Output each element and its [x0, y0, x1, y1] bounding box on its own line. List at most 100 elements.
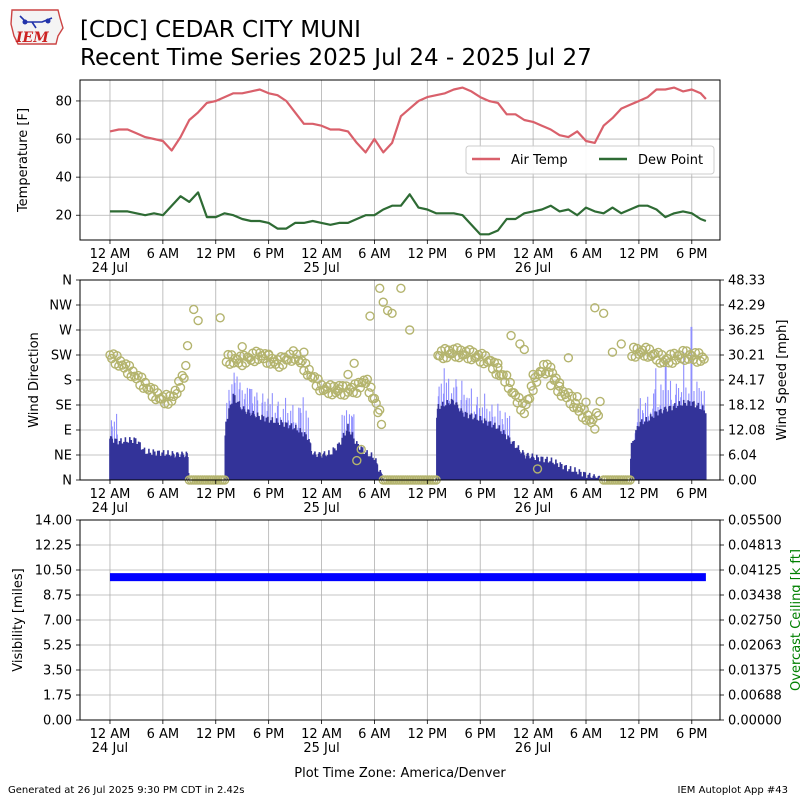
visibility-tick-label: 1.75 [43, 689, 72, 704]
x-tick-label: 26 Jul [515, 741, 551, 756]
x-tick-label: 6 AM [147, 247, 180, 262]
axes-frame [79, 279, 721, 481]
x-tick-label: 24 Jul [92, 261, 128, 276]
generated-footer: Generated at 26 Jul 2025 9:30 PM CDT in … [8, 785, 245, 796]
wind-dir-tick-label: SW [51, 349, 72, 364]
wind-dir-tick-label: SE [56, 399, 72, 414]
visibility-tick-label: 14.00 [35, 514, 72, 529]
wind-direction-point [515, 339, 525, 349]
wind-direction-point [378, 297, 388, 307]
wind-dir-tick-label: N [62, 474, 72, 489]
wind-speed-tick-label: 48.33 [728, 274, 765, 289]
wind-direction-point [532, 464, 543, 474]
wind-direction-point [352, 455, 362, 466]
wind-dir-tick-label: N [62, 274, 72, 289]
wind-direction-point [181, 360, 191, 371]
x-tick-label: 6 AM [358, 487, 391, 502]
wind-direction-point [387, 308, 397, 319]
wind-direction-point [142, 383, 152, 394]
wind-direction-point [678, 345, 688, 356]
x-tick-label: 12 AM [90, 247, 131, 262]
wind-direction-point [506, 330, 516, 341]
iem-logo [8, 6, 66, 52]
wind-direction-point [375, 405, 385, 415]
wind-direction-point [519, 408, 529, 419]
chart-subtitle: Recent Time Series 2025 Jul 24 - 2025 Ju… [80, 45, 592, 71]
ceiling-tick-label: 0.03438 [728, 589, 782, 604]
wind-speed-tick-label: 30.21 [728, 349, 765, 364]
x-tick-label: 12 AM [301, 247, 342, 262]
ceiling-tick-label: 0.00000 [728, 714, 782, 729]
ceiling-tick-label: 0.02750 [728, 614, 782, 629]
visibility-tick-label: 12.25 [35, 539, 72, 554]
wind-direction-point [528, 385, 538, 396]
visibility-tick-label: 10.50 [35, 564, 72, 579]
wind-direction-point [505, 377, 515, 388]
wind-dir-tick-label: S [64, 374, 72, 389]
x-tick-label: 6 PM [676, 247, 707, 262]
x-tick-label: 12 AM [90, 727, 131, 742]
wind-direction-point [223, 349, 233, 360]
wind-direction-point [528, 369, 538, 380]
temp-tick-label: 40 [55, 171, 72, 186]
wind-direction-point [607, 347, 618, 357]
wind-direction-point [349, 358, 359, 369]
wind-speed-bars [109, 393, 707, 480]
wind-direction-point [595, 396, 605, 407]
x-tick-label: 6 PM [253, 727, 284, 742]
x-tick-label: 12 PM [619, 727, 659, 742]
wind-direction-point [509, 387, 519, 398]
visibility-series [109, 573, 706, 582]
x-tick-label: 12 PM [196, 487, 236, 502]
x-tick-label: 6 PM [676, 727, 707, 742]
x-tick-label: 12 PM [407, 247, 447, 262]
x-tick-label: 6 PM [676, 487, 707, 502]
air-temp-line [109, 86, 707, 154]
wind-direction-point [366, 382, 376, 392]
wind-speed-tick-label: 42.29 [728, 299, 765, 314]
wind-direction-point [616, 339, 626, 349]
chart-title: [CDC] CEDAR CITY MUNI [80, 17, 361, 43]
visibility-axis-label: Visibility [miles] [11, 568, 26, 671]
x-tick-label: 12 PM [619, 247, 659, 262]
ceiling-tick-label: 0.04813 [728, 539, 782, 554]
x-tick-label: 6 PM [253, 487, 284, 502]
x-tick-label: 6 AM [358, 727, 391, 742]
wind-direction-point [396, 283, 406, 294]
wind-direction-point [373, 407, 383, 418]
wind-direction-point [193, 315, 203, 326]
x-tick-label: 25 Jul [303, 261, 339, 276]
wind-direction-point [175, 382, 186, 393]
legend-dew-point-label: Dew Point [638, 153, 703, 168]
wind-direction-point [179, 373, 189, 383]
x-tick-label: 12 PM [407, 727, 447, 742]
wind-speed-axis-label: Wind Speed [mph] [775, 320, 790, 441]
wind-direction-point [554, 378, 565, 388]
wind-direction-point [362, 374, 373, 384]
wind-speed-tick-label: 6.04 [728, 449, 757, 464]
wind-direction-point [697, 352, 708, 362]
x-tick-label: 12 PM [196, 727, 236, 742]
wind-direction-point [308, 373, 318, 383]
wind-dir-tick-label: NE [54, 449, 72, 464]
wind-direction-point [315, 386, 325, 396]
visibility-tick-label: 8.75 [43, 589, 72, 604]
dew-point-line [110, 191, 707, 236]
wind-direction-point [655, 358, 665, 368]
ceiling-tick-label: 0.05500 [728, 514, 782, 529]
wind-speed-tick-label: 18.12 [728, 399, 765, 414]
wind-direction-point [126, 371, 136, 382]
legend-box [465, 145, 715, 175]
wind-direction-point [404, 325, 415, 335]
wind-direction-point [375, 283, 385, 294]
app-footer: IEM Autoplot App #43 [677, 785, 788, 796]
wind-direction-point [369, 393, 380, 404]
wind-direction-point [166, 396, 177, 406]
ceiling-axis-label: Overcast Ceiling [k ft] [789, 549, 800, 691]
wind-direction-point [299, 347, 309, 357]
ceiling-tick-label: 0.02063 [728, 639, 782, 654]
x-tick-label: 12 PM [407, 487, 447, 502]
wind-direction-point [546, 380, 556, 391]
wind-direction-point [438, 353, 448, 364]
